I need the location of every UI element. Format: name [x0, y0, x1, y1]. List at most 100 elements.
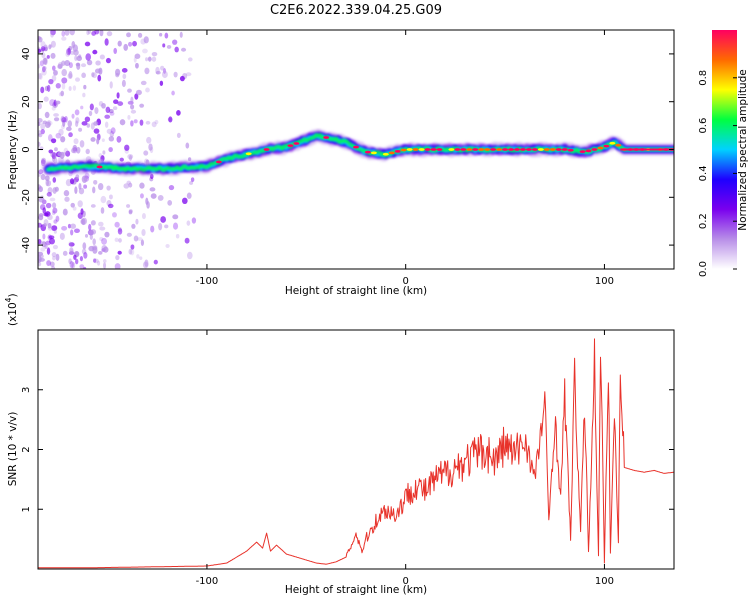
noise-blob — [128, 248, 133, 255]
noise-blob — [98, 250, 103, 255]
noise-blob — [92, 238, 96, 246]
noise-blob — [44, 111, 50, 119]
noise-blob — [187, 251, 193, 260]
ridge-hotspot — [430, 148, 437, 151]
noise-blob — [151, 51, 158, 57]
noise-blob — [83, 184, 88, 189]
noise-blob — [104, 114, 111, 119]
spectrogram-ridge — [41, 128, 674, 177]
ridge-hotspot — [454, 148, 461, 151]
noise-blob — [89, 233, 93, 240]
ridge-hotspot — [567, 148, 574, 152]
noise-blob — [68, 86, 72, 91]
noise-blob — [73, 49, 79, 56]
noise-blob — [42, 57, 48, 65]
noise-blob — [93, 179, 98, 185]
noise-blob — [75, 120, 79, 127]
noise-blob — [88, 245, 95, 252]
spectrogram-noise — [38, 30, 197, 269]
noise-blob — [94, 107, 99, 115]
noise-blob — [144, 259, 149, 267]
x-tick-label: 0 — [403, 576, 409, 587]
noise-blob — [187, 57, 193, 62]
noise-blob — [82, 92, 86, 98]
ridge-hotspot — [287, 144, 294, 148]
noise-blob — [38, 118, 43, 123]
noise-blob — [117, 101, 124, 107]
noise-blob — [142, 261, 149, 269]
noise-blob — [68, 258, 72, 265]
noise-blob — [91, 72, 95, 78]
noise-blob — [49, 261, 55, 267]
noise-blob — [113, 99, 119, 104]
noise-blob — [73, 254, 77, 260]
noise-blob — [47, 214, 53, 221]
noise-blob — [68, 70, 73, 79]
y-tick-label: 2 — [21, 446, 32, 452]
noise-blob — [112, 106, 118, 111]
noise-blob — [38, 262, 42, 267]
noise-blob — [80, 105, 84, 110]
noise-blob — [172, 214, 179, 220]
noise-blob — [41, 68, 47, 76]
noise-blob — [104, 38, 109, 46]
spectrogram-panel: -100 0 100 -40 -20 0 20 40 Height of straight … — [7, 29, 675, 297]
noise-blob — [105, 57, 111, 64]
noise-blob — [99, 236, 104, 241]
noise-blob — [159, 32, 163, 37]
noise-blob — [69, 178, 75, 185]
noise-blob — [101, 237, 108, 245]
noise-blob — [42, 66, 46, 73]
noise-blob — [83, 266, 87, 269]
noise-blob — [52, 255, 56, 261]
ridge-hotspot — [412, 148, 419, 151]
noise-blob — [89, 103, 94, 111]
noise-blob — [130, 120, 134, 127]
noise-blob — [71, 147, 76, 154]
noise-blob — [52, 65, 56, 71]
noise-blob — [78, 127, 83, 132]
noise-blob — [136, 237, 143, 241]
noise-blob — [145, 57, 149, 62]
noise-blob — [139, 103, 145, 108]
noise-blob — [44, 175, 50, 182]
noise-blob — [69, 260, 74, 269]
noise-blob — [179, 31, 183, 38]
snr-y-ticks: 1 2 3 — [21, 387, 674, 512]
snr-x-label: Height of straight line (km) — [285, 584, 427, 596]
noise-blob — [157, 194, 164, 201]
noise-blob — [38, 141, 41, 148]
noise-blob — [65, 51, 70, 57]
noise-blob — [109, 111, 115, 116]
noise-blob — [165, 243, 170, 249]
noise-blob — [48, 79, 54, 85]
noise-blob — [50, 31, 55, 38]
noise-blob — [64, 60, 71, 67]
noise-blob — [81, 175, 88, 184]
noise-blob — [185, 142, 190, 149]
ridge-hotspot — [555, 148, 562, 151]
noise-blob — [66, 126, 72, 132]
noise-blob — [52, 207, 58, 214]
noise-blob — [151, 121, 157, 128]
ridge-hotspot — [418, 148, 425, 151]
noise-blob — [51, 225, 58, 231]
noise-blob — [117, 250, 122, 255]
noise-blob — [73, 228, 80, 233]
noise-blob — [38, 222, 43, 228]
noise-blob — [137, 32, 143, 38]
noise-blob — [90, 220, 96, 226]
noise-blob — [110, 127, 116, 134]
ridge-hotspot — [519, 148, 526, 151]
ridge-hotspot — [215, 160, 222, 164]
noise-blob — [38, 121, 41, 127]
noise-blob — [78, 54, 82, 59]
noise-blob — [43, 219, 49, 226]
noise-blob — [46, 84, 51, 92]
noise-blob — [41, 157, 47, 165]
noise-blob — [155, 70, 161, 75]
noise-blob — [84, 116, 91, 123]
noise-blob — [68, 62, 73, 69]
noise-blob — [64, 115, 68, 123]
